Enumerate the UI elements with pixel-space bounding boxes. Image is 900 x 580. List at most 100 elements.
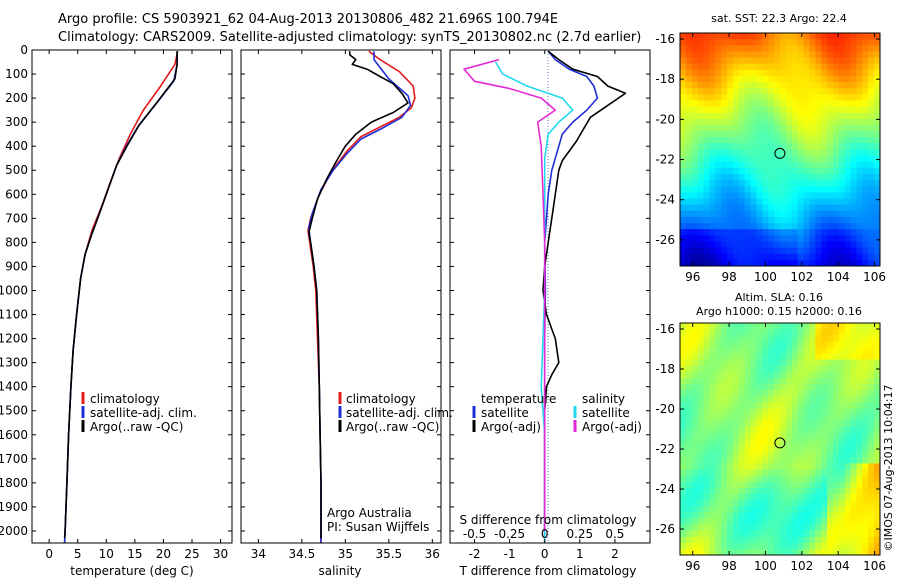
heatmap-cell — [780, 167, 787, 175]
heatmap-cell — [821, 51, 828, 58]
heatmap-cell — [785, 51, 793, 58]
heatmap-cell — [874, 390, 881, 397]
heatmap-cell — [750, 402, 757, 409]
heatmap-cell — [868, 445, 875, 452]
heatmap-cell — [744, 439, 751, 446]
heatmap-cell — [703, 247, 710, 255]
heatmap-cell — [874, 106, 881, 114]
heatmap-cell — [756, 536, 763, 544]
heatmap-cell — [744, 161, 751, 169]
heatmap-cell — [721, 335, 728, 342]
heatmap-cell — [691, 420, 699, 428]
heatmap-cell — [697, 347, 704, 354]
heatmap-cell — [838, 365, 846, 373]
heatmap-cell — [832, 51, 840, 58]
heatmap-cell — [838, 493, 846, 501]
heatmap-cell — [809, 347, 816, 354]
heatmap-cell — [774, 439, 781, 446]
heatmap-cell — [691, 530, 699, 538]
heatmap-cell — [868, 512, 875, 519]
heatmap-cell — [821, 396, 828, 403]
heatmap-cell — [785, 451, 793, 458]
heatmap-cell — [709, 323, 716, 330]
heatmap-cell — [803, 167, 810, 175]
y-tick-label: 1800 — [0, 476, 28, 490]
heatmap-cell — [762, 451, 769, 458]
heatmap-cell — [797, 524, 804, 531]
heatmap-cell — [850, 210, 857, 218]
heatmap-cell — [774, 487, 781, 495]
heatmap-cell — [756, 341, 763, 348]
heatmap-cell — [815, 161, 822, 169]
heatmap-cell — [738, 359, 746, 367]
heatmap-cell — [709, 548, 716, 556]
heatmap-cell — [838, 229, 846, 236]
heatmap-cell — [850, 63, 857, 71]
heatmap-cell — [774, 174, 781, 181]
heatmap-cell — [815, 204, 822, 212]
heatmap-cell — [827, 420, 834, 428]
heatmap-cell — [850, 143, 857, 150]
heatmap-cell — [721, 439, 728, 446]
heatmap-cell — [844, 149, 851, 157]
salinity-legend: climatology satellite-adj. clim. Argo(..… — [338, 392, 453, 434]
heatmap-cell — [697, 45, 704, 52]
heatmap-cell — [797, 112, 804, 120]
heatmap-cell — [797, 118, 804, 126]
heatmap-cell — [727, 247, 734, 255]
heatmap-cell — [697, 445, 704, 452]
heatmap-cell — [691, 414, 699, 422]
heatmap-cell — [874, 329, 881, 336]
heatmap-cell — [715, 384, 722, 391]
heatmap-cell — [768, 75, 775, 83]
heatmap-cell — [732, 88, 740, 95]
heatmap-cell — [809, 235, 816, 242]
heatmap-cell — [838, 33, 846, 40]
heatmap-cell — [791, 463, 799, 470]
heatmap-cell — [821, 432, 828, 440]
heatmap-cell — [791, 390, 799, 397]
heatmap-cell — [762, 524, 769, 531]
heatmap-cell — [697, 457, 704, 464]
heatmap-cell — [762, 124, 769, 132]
heatmap-cell — [721, 216, 728, 224]
heatmap-cell — [838, 457, 846, 464]
heatmap-cell — [785, 384, 793, 391]
heatmap-cell — [785, 100, 793, 107]
heatmap-cell — [756, 204, 763, 212]
heatmap-cell — [815, 359, 822, 367]
heatmap-cell — [744, 530, 751, 538]
heatmap-cell — [862, 259, 869, 267]
heatmap-cell — [815, 396, 822, 403]
heatmap-cell — [738, 198, 746, 206]
heatmap-cell — [856, 377, 863, 385]
heatmap-cell — [715, 39, 722, 46]
heatmap-cell — [750, 223, 757, 230]
heatmap-cell — [862, 124, 869, 132]
heatmap-cell — [832, 57, 840, 65]
heatmap-cell — [732, 500, 740, 507]
heatmap-cell — [803, 198, 810, 206]
heatmap-cell — [721, 137, 728, 144]
heatmap-cell — [780, 469, 787, 477]
heatmap-cell — [832, 414, 840, 422]
heatmap-cell — [832, 167, 840, 175]
heatmap-cell — [709, 518, 716, 525]
lat-tick-label: -22 — [655, 442, 675, 456]
heatmap-cell — [862, 396, 869, 403]
heatmap-cell — [874, 143, 881, 150]
heatmap-cell — [738, 253, 746, 261]
heatmap-cell — [721, 174, 728, 181]
heatmap-cell — [709, 241, 716, 248]
heatmap-cell — [715, 149, 722, 157]
heatmap-cell — [774, 365, 781, 373]
heatmap-cell — [809, 180, 816, 187]
heatmap-cell — [856, 536, 863, 544]
heatmap-cell — [697, 365, 704, 373]
heatmap-cell — [727, 463, 734, 470]
heatmap-cell — [832, 124, 840, 132]
heatmap-cell — [680, 457, 687, 464]
heatmap-cell — [691, 161, 699, 169]
heatmap-cell — [797, 371, 804, 379]
